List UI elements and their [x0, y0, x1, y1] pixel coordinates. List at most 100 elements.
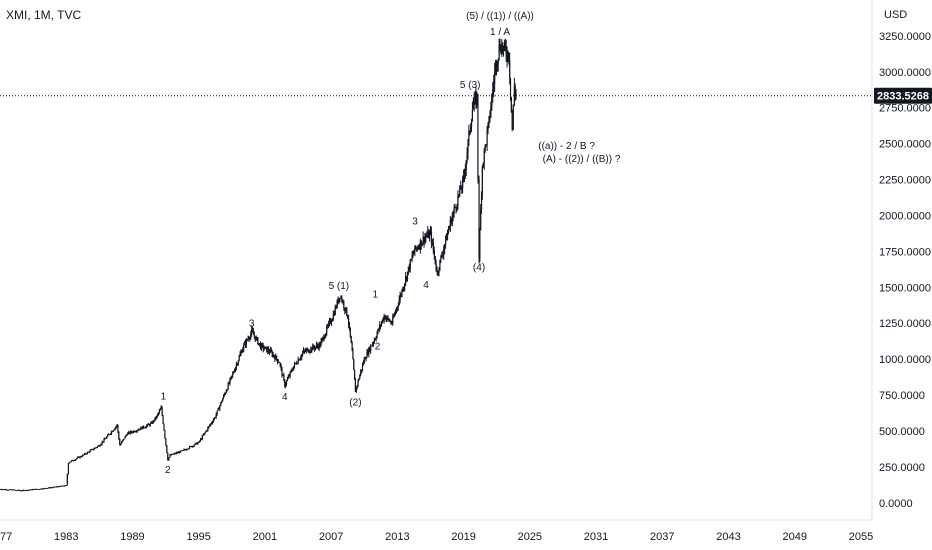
candle-up	[371, 343, 374, 346]
candle-down	[298, 359, 300, 361]
candle-up	[403, 286, 405, 291]
candle-down	[246, 339, 248, 341]
candle-down	[354, 379, 357, 392]
candle-down	[506, 55, 508, 60]
candle-up	[446, 233, 449, 241]
candle-down	[3, 489, 6, 491]
candle-up	[245, 339, 247, 346]
candle-down	[163, 423, 165, 431]
candle-up	[217, 408, 219, 411]
candle-up	[264, 346, 266, 349]
candle-down	[236, 364, 238, 366]
y-tick-label: 2750.0000	[879, 103, 931, 115]
candle-up	[11, 489, 13, 491]
candle-up	[393, 316, 395, 318]
candle-up	[85, 453, 88, 455]
y-tick-label: 1500.0000	[879, 282, 931, 294]
last-price-tag-label: 2833.5268	[877, 91, 929, 103]
candle-up	[82, 454, 84, 457]
candle-up	[30, 489, 32, 491]
candle-up	[456, 206, 458, 209]
candle-up	[96, 446, 99, 448]
candle-up	[25, 490, 27, 492]
candle-up	[267, 348, 269, 352]
candle-down	[271, 351, 273, 356]
candle-up	[324, 336, 326, 339]
x-tick-label: 1977	[0, 531, 12, 543]
candle-up	[128, 431, 130, 433]
candle-up	[485, 144, 487, 146]
candle-up	[183, 449, 185, 451]
candle-up	[492, 89, 494, 96]
candle-up	[365, 357, 367, 360]
candle-up	[359, 374, 361, 379]
candle-up	[149, 423, 151, 426]
candle-down	[72, 460, 74, 461]
wave-label: 5 (1)	[329, 281, 350, 292]
candle-up	[235, 364, 237, 368]
candle-up	[293, 363, 296, 367]
candle-up	[84, 453, 86, 455]
candle-down	[185, 449, 187, 451]
candle-up	[470, 126, 472, 133]
candle-up	[338, 298, 340, 303]
candle-down	[15, 490, 18, 491]
candle-up	[285, 380, 288, 385]
candle-up	[109, 433, 112, 435]
candle-up	[74, 460, 76, 461]
candle-down	[23, 490, 25, 491]
candle-down	[353, 359, 355, 370]
candle-down	[251, 329, 254, 332]
candle-up	[56, 486, 58, 488]
candle-up	[308, 351, 310, 353]
wave-label: 1	[373, 290, 379, 301]
candle-up	[59, 485, 61, 487]
wave-label: 3	[249, 318, 255, 329]
candle-up	[121, 440, 124, 442]
candle-up	[216, 410, 218, 415]
candle-down	[388, 318, 390, 322]
candle-down	[436, 270, 438, 272]
candle-up	[152, 420, 154, 424]
candle-up	[225, 390, 227, 394]
candle-down	[432, 241, 434, 251]
candle-up	[502, 46, 505, 51]
candle-up	[392, 317, 394, 324]
candle-up	[174, 453, 176, 455]
candle-down	[153, 420, 155, 422]
candle-up	[159, 409, 161, 411]
candle-down	[57, 486, 59, 488]
candle-up	[145, 425, 148, 428]
y-tick-label: 2500.0000	[879, 139, 931, 151]
candle-down	[265, 346, 267, 348]
candle-up	[194, 443, 196, 446]
candle-up	[328, 322, 330, 326]
candle-up	[107, 434, 109, 437]
candle-down	[313, 347, 316, 349]
candle-up	[491, 95, 493, 108]
candle-down	[178, 452, 180, 453]
candle-up	[68, 462, 70, 464]
candle-up	[258, 343, 260, 345]
candle-down	[505, 47, 507, 56]
candle-down	[510, 96, 512, 112]
candle-up	[412, 254, 414, 256]
candle-down	[408, 266, 410, 270]
candle-up	[305, 349, 307, 352]
candle-up	[443, 249, 445, 255]
candle-up	[448, 226, 451, 230]
candle-down	[7, 489, 9, 491]
candle-up	[362, 362, 364, 365]
candle-down	[280, 364, 282, 369]
candle-up	[487, 122, 489, 131]
candle-up	[404, 283, 406, 287]
candle-up	[221, 401, 223, 403]
y-tick-label: 2250.0000	[879, 175, 931, 187]
candle-up	[209, 425, 211, 427]
candle-up	[461, 188, 463, 190]
candle-down	[259, 343, 262, 349]
candle-up	[503, 42, 506, 47]
